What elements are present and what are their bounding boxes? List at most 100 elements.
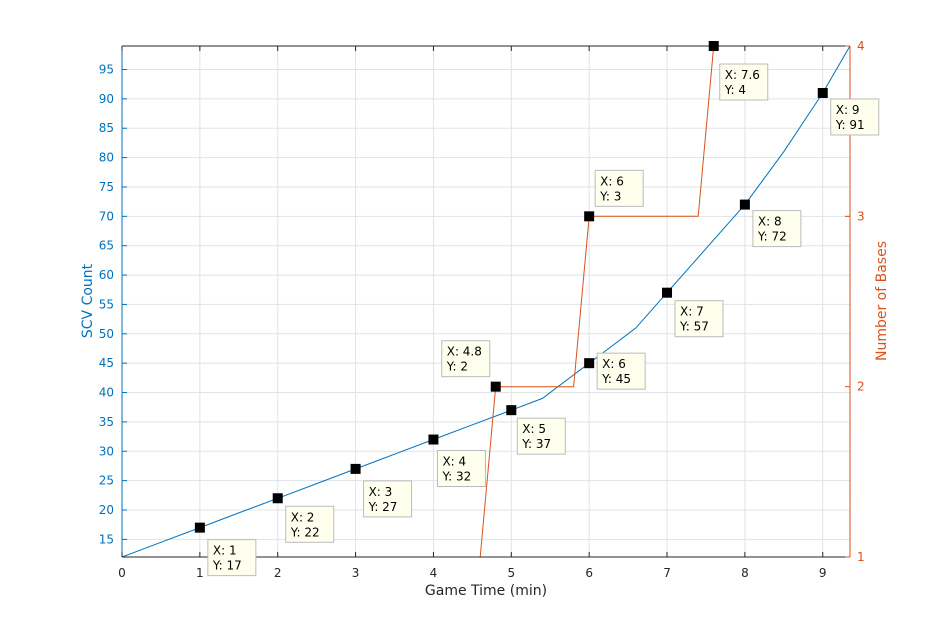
datatip-box: [719, 63, 769, 101]
x-tick-label: 3: [352, 566, 360, 580]
datatip-marker[interactable]: [817, 87, 828, 98]
datatip-marker[interactable]: [194, 522, 205, 533]
datatip-marker[interactable]: [662, 287, 673, 298]
y-left-tick-label: 20: [99, 503, 114, 517]
x-axis-label: Game Time (min): [425, 583, 547, 599]
y-left-tick-label: 50: [99, 327, 114, 341]
datatip-y-label: Y: 22: [290, 525, 320, 539]
series-layer: [121, 45, 851, 558]
y-left-tick-label: 60: [99, 268, 114, 282]
datatip-marker[interactable]: [739, 199, 750, 210]
y-left-tick-label: 35: [99, 415, 114, 429]
y-left-tick-label: 90: [99, 92, 114, 106]
datatip-y-label: Y: 17: [212, 559, 242, 573]
datatip-marker[interactable]: [584, 211, 595, 222]
y-left-tick-label: 75: [99, 180, 114, 194]
y-left-tick-label: 45: [99, 356, 114, 370]
scv-count-line: [121, 45, 851, 558]
datatip-y-label: Y: 27: [368, 500, 398, 514]
datatip[interactable]: X: 4.8Y: 2: [441, 340, 501, 392]
y-axis-right-label: Number of Bases: [874, 241, 890, 361]
datatip[interactable]: X: 1Y: 17: [194, 522, 257, 577]
datatip-box: [674, 300, 724, 338]
datatip-box: [594, 169, 644, 207]
datatip-box: [436, 450, 486, 488]
datatip-x-label: X: 2: [291, 510, 315, 524]
y-right-tick-label: 1: [857, 550, 865, 564]
plot-area: [122, 46, 850, 557]
x-tick-label: 6: [585, 566, 593, 580]
datatip-x-label: X: 6: [602, 357, 626, 371]
y-left-tick-label: 30: [99, 444, 114, 458]
y-right-tick-label: 4: [857, 39, 865, 53]
datatip-x-label: X: 6: [600, 174, 624, 188]
y-left-tick-label: 40: [99, 386, 114, 400]
x-tick-label: 1: [196, 566, 204, 580]
datatip-x-label: X: 4: [442, 455, 466, 469]
datatip[interactable]: X: 8Y: 72: [739, 199, 802, 248]
number-of-bases-line: [122, 45, 850, 558]
datatip[interactable]: X: 6Y: 3: [584, 169, 644, 222]
y-right-tick-label: 3: [857, 209, 865, 223]
tick-labels: 0 1 2 3 4 5 6 7 8 9152025303540455055606570758085…: [99, 39, 865, 580]
datatip-y-label: Y: 91: [835, 118, 865, 132]
datatip-y-label: Y: 32: [441, 470, 471, 484]
datatip-box: [752, 210, 802, 248]
y-left-tick-label: 55: [99, 297, 114, 311]
datatips: X: 1Y: 17X: 2Y: 22X: 3Y: 27X: 4Y: 32X: 5…: [194, 41, 880, 577]
datatip-marker[interactable]: [708, 41, 719, 51]
datatip-marker[interactable]: [490, 381, 501, 392]
y-axis-left-label: SCV Count: [80, 263, 96, 338]
datatip-marker[interactable]: [428, 434, 439, 445]
datatip-box: [516, 417, 566, 455]
datatip-box: [207, 539, 257, 577]
datatip[interactable]: X: 6Y: 45: [584, 352, 646, 390]
y-left-tick-label: 80: [99, 151, 114, 165]
datatip-x-label: X: 3: [369, 485, 393, 499]
datatip[interactable]: X: 7.6Y: 4: [708, 41, 769, 101]
datatip-x-label: X: 8: [758, 215, 782, 229]
datatip-box: [441, 340, 491, 378]
y-left-tick-label: 70: [99, 209, 114, 223]
datatip[interactable]: X: 5Y: 37: [506, 405, 566, 455]
x-tick-label: 2: [274, 566, 282, 580]
datatip-y-label: Y: 72: [757, 230, 787, 244]
x-tick-label: 5: [507, 566, 515, 580]
y-left-tick-label: 95: [99, 62, 114, 76]
y-left-tick-label: 25: [99, 474, 114, 488]
datatip-marker[interactable]: [506, 405, 517, 416]
datatip-x-label: X: 7: [680, 305, 704, 319]
datatip[interactable]: X: 4Y: 32: [428, 434, 486, 488]
y-left-tick-label: 15: [99, 532, 114, 546]
datatip[interactable]: X: 2Y: 22: [272, 493, 335, 543]
x-tick-label: 9: [819, 566, 827, 580]
datatip-y-label: Y: 37: [521, 437, 551, 451]
datatip-marker[interactable]: [584, 358, 595, 369]
datatip-x-label: X: 7.6: [725, 68, 760, 82]
x-tick-label: 8: [741, 566, 749, 580]
y-left-tick-label: 65: [99, 239, 114, 253]
x-tick-label: 7: [663, 566, 671, 580]
datatip-y-label: Y: 3: [599, 189, 621, 203]
datatip[interactable]: X: 7Y: 57: [662, 287, 724, 338]
datatip-x-label: X: 5: [522, 422, 546, 436]
datatip-x-label: X: 4.8: [447, 345, 482, 359]
datatip-marker[interactable]: [350, 463, 361, 474]
datatip-box: [363, 480, 413, 518]
datatip-y-label: Y: 4: [724, 83, 746, 97]
datatip-box: [285, 505, 335, 543]
datatip-box: [830, 98, 880, 136]
datatip-box: [596, 352, 646, 390]
datatip[interactable]: X: 9Y: 91: [817, 87, 880, 136]
datatip-y-label: Y: 2: [446, 360, 468, 374]
y-left-tick-label: 85: [99, 121, 114, 135]
datatip-x-label: X: 1: [213, 544, 237, 558]
datatip-y-label: Y: 45: [601, 372, 631, 386]
datatip-marker[interactable]: [272, 493, 283, 504]
datatip-y-label: Y: 57: [679, 320, 709, 334]
y-right-tick-label: 2: [857, 380, 865, 394]
x-tick-label: 4: [430, 566, 438, 580]
datatip[interactable]: X: 3Y: 27: [350, 463, 413, 518]
x-tick-label: 0: [118, 566, 126, 580]
